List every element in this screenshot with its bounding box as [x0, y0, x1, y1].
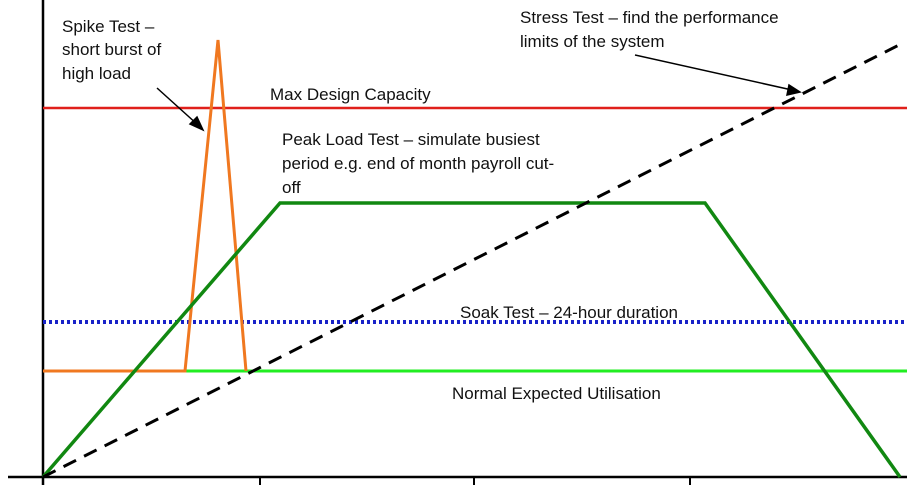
soak-label: Soak Test – 24-hour duration: [460, 303, 678, 322]
spike-arrow: [156, 87, 205, 132]
peak-label-line2: period e.g. end of month payroll cut-: [282, 154, 554, 173]
peak-label-line1: Peak Load Test – simulate busiest: [282, 130, 540, 149]
normal-label: Normal Expected Utilisation: [452, 384, 661, 403]
max-capacity-label: Max Design Capacity: [270, 85, 431, 104]
spike-test-line: [43, 39, 248, 373]
stress-label-line1: Stress Test – find the performance: [520, 8, 779, 27]
stress-arrow: [634, 54, 802, 96]
spike-label-line1: Spike Test –: [62, 17, 155, 36]
spike-label-line2: short burst of: [62, 40, 161, 59]
peak-label-line3: off: [282, 178, 301, 197]
stress-label-line2: limits of the system: [520, 32, 665, 51]
spike-label-line3: high load: [62, 64, 131, 83]
peak-load-line: [41, 201, 902, 479]
